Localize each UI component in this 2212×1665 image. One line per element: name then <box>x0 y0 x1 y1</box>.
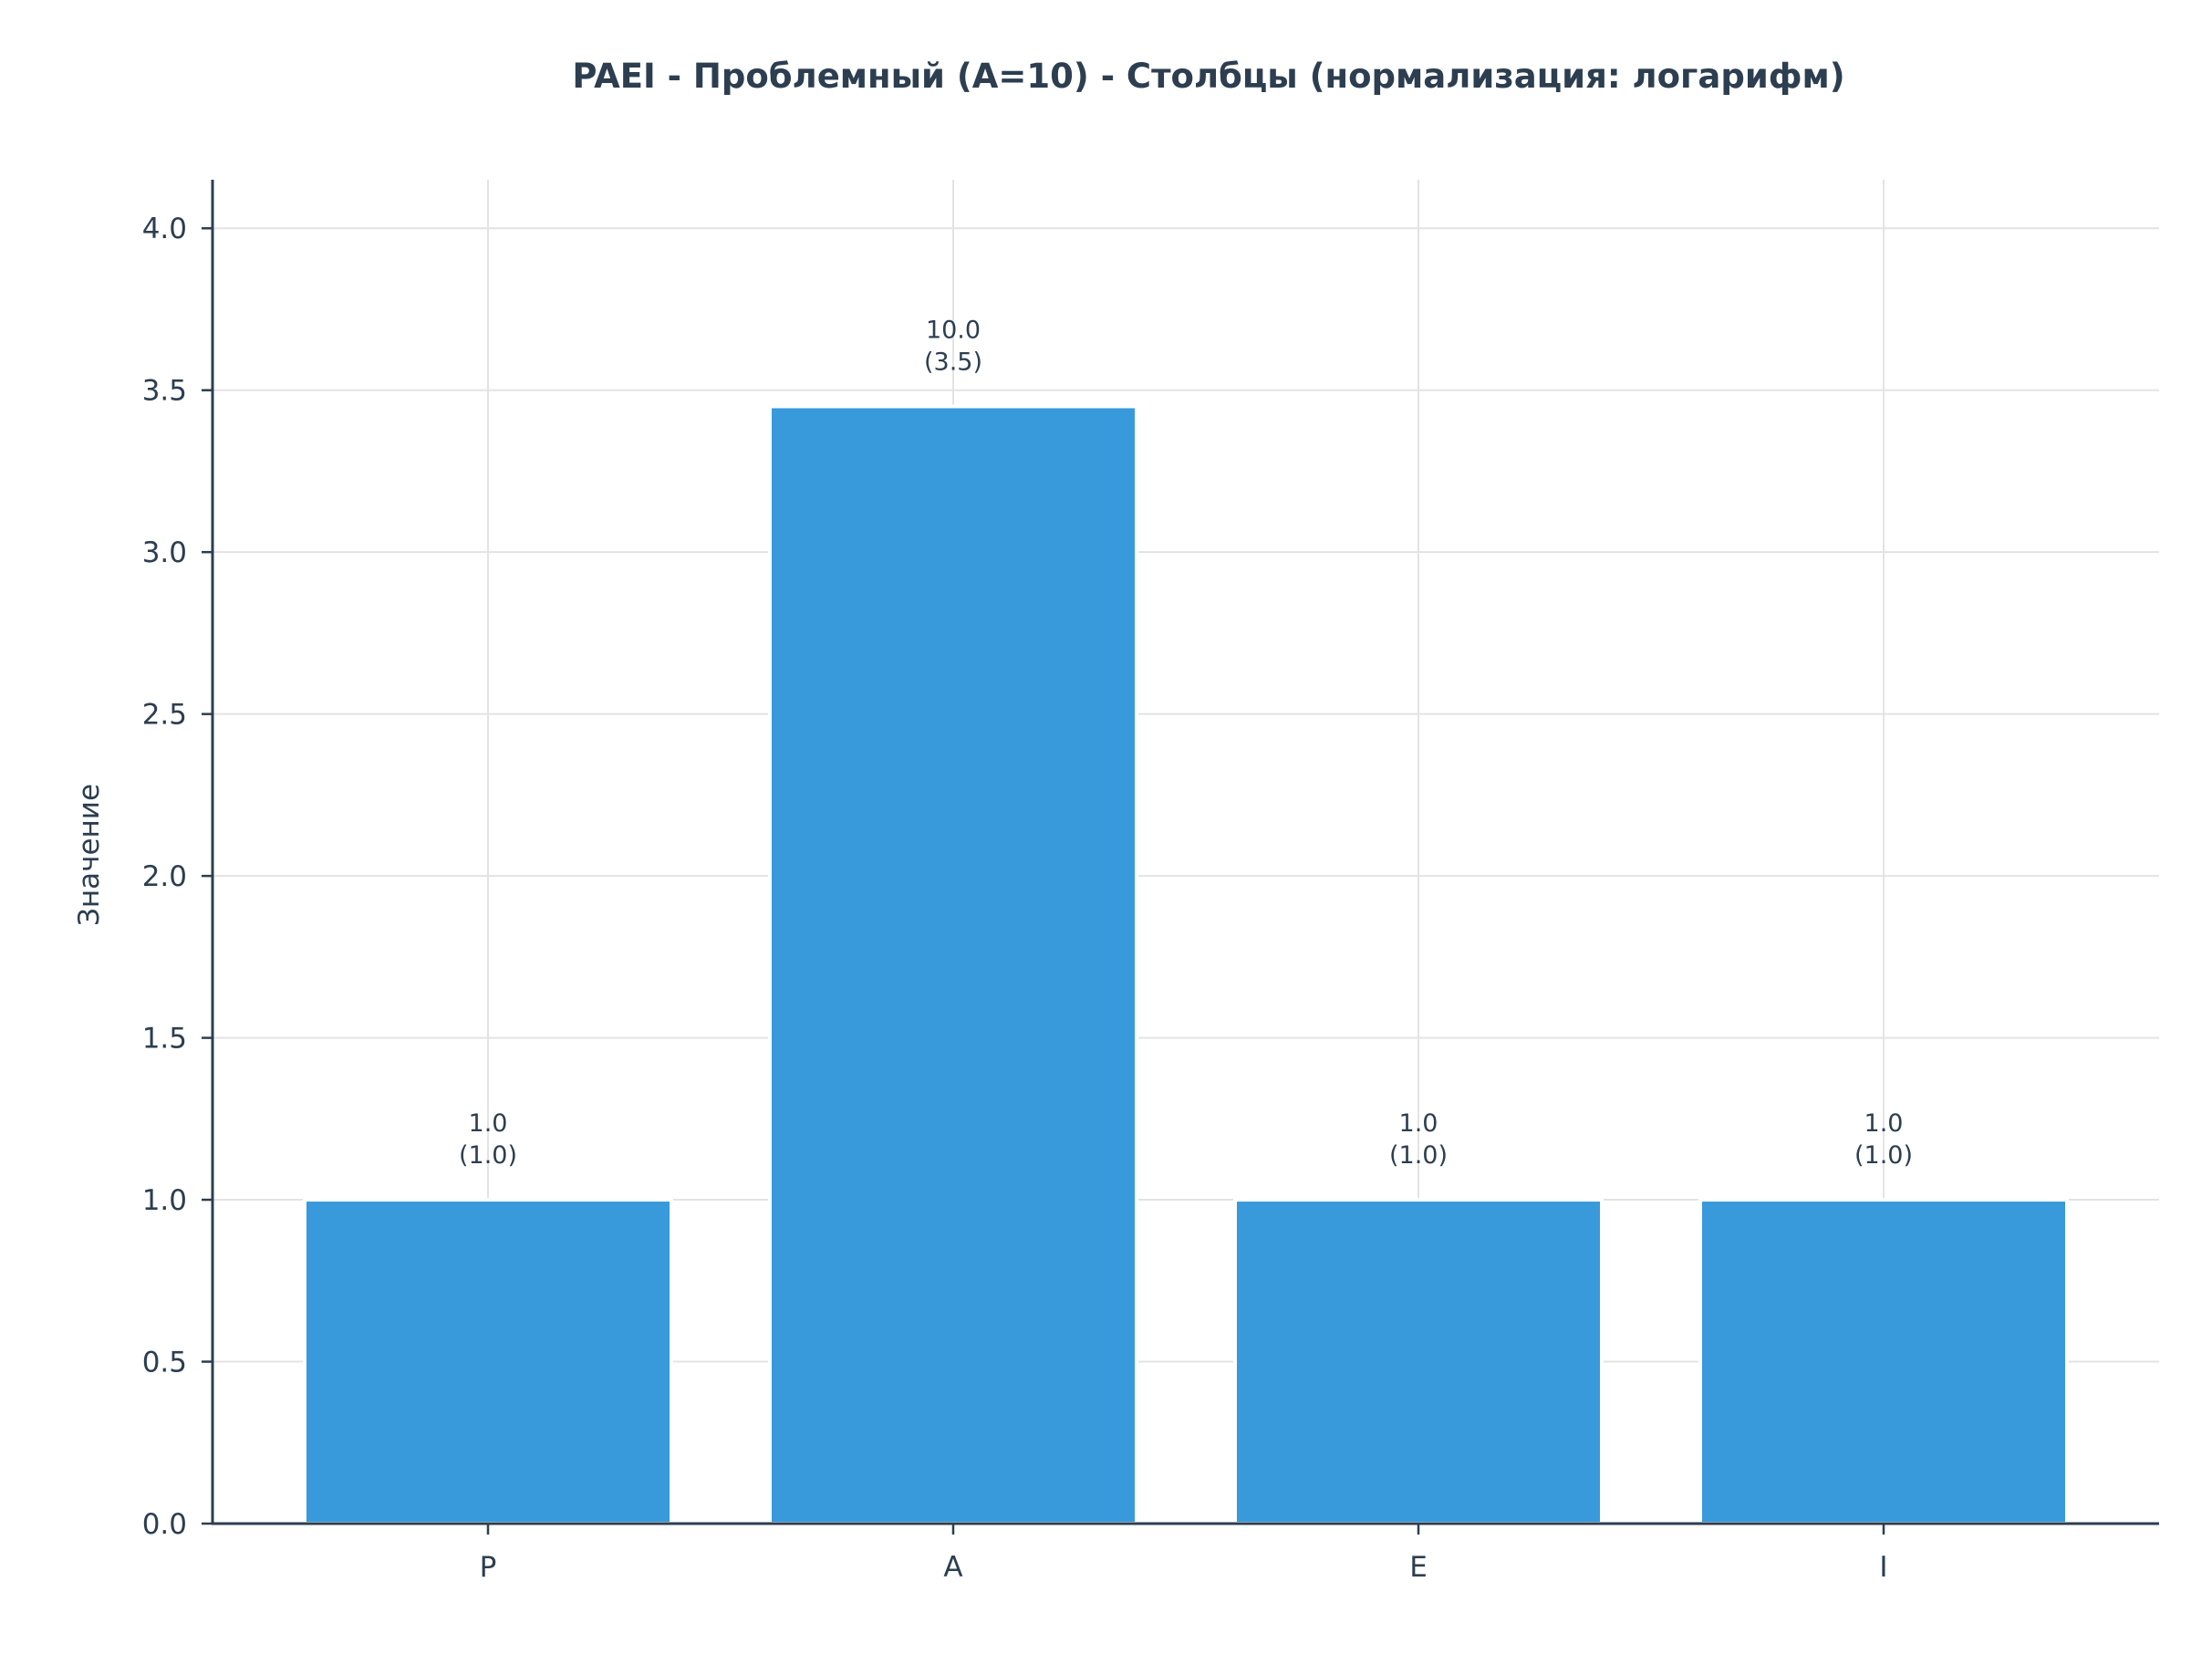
y-tick-label: 0.5 <box>142 1347 187 1379</box>
data-label-value: 1.0 <box>1864 1109 1904 1138</box>
data-label-value: 1.0 <box>469 1109 508 1138</box>
bar-e <box>1233 1198 1604 1525</box>
bar-a <box>768 404 1138 1525</box>
y-tick-label: 3.5 <box>142 375 187 408</box>
bars <box>303 404 2069 1525</box>
axes <box>202 180 2159 1535</box>
labels: 0.0 0.5 1.0 1.5 2.0 2.5 3.0 3.5 4.0 P 1.0 (1.0) A 10.… <box>142 213 1913 1584</box>
y-tick-label: 4.0 <box>142 213 187 245</box>
data-label-normalized: (1.0) <box>1389 1141 1448 1170</box>
x-tick-label: P <box>480 1551 497 1584</box>
data-label-normalized: (3.5) <box>924 348 982 376</box>
bar-i <box>1698 1198 2069 1525</box>
y-tick-label: 2.5 <box>142 699 187 732</box>
data-label-normalized: (1.0) <box>1854 1141 1913 1170</box>
x-tick-label: E <box>1409 1551 1428 1584</box>
data-label-normalized: (1.0) <box>459 1141 517 1170</box>
x-tick-label: I <box>1879 1551 1887 1584</box>
x-tick-label: A <box>943 1551 962 1584</box>
chart-title: PAEI - Проблемный (A=10) - Столбцы (норм… <box>572 57 1845 96</box>
y-tick-label: 3.0 <box>142 536 187 569</box>
y-tick-label: 1.5 <box>142 1023 187 1056</box>
data-label-value: 1.0 <box>1399 1109 1438 1138</box>
y-tick-label: 1.0 <box>142 1184 187 1217</box>
bar-p <box>303 1198 673 1525</box>
y-axis-label: Значение <box>73 784 106 926</box>
data-label-value: 10.0 <box>926 316 981 344</box>
y-tick-label: 2.0 <box>142 860 187 893</box>
y-tick-label: 0.0 <box>142 1508 187 1541</box>
